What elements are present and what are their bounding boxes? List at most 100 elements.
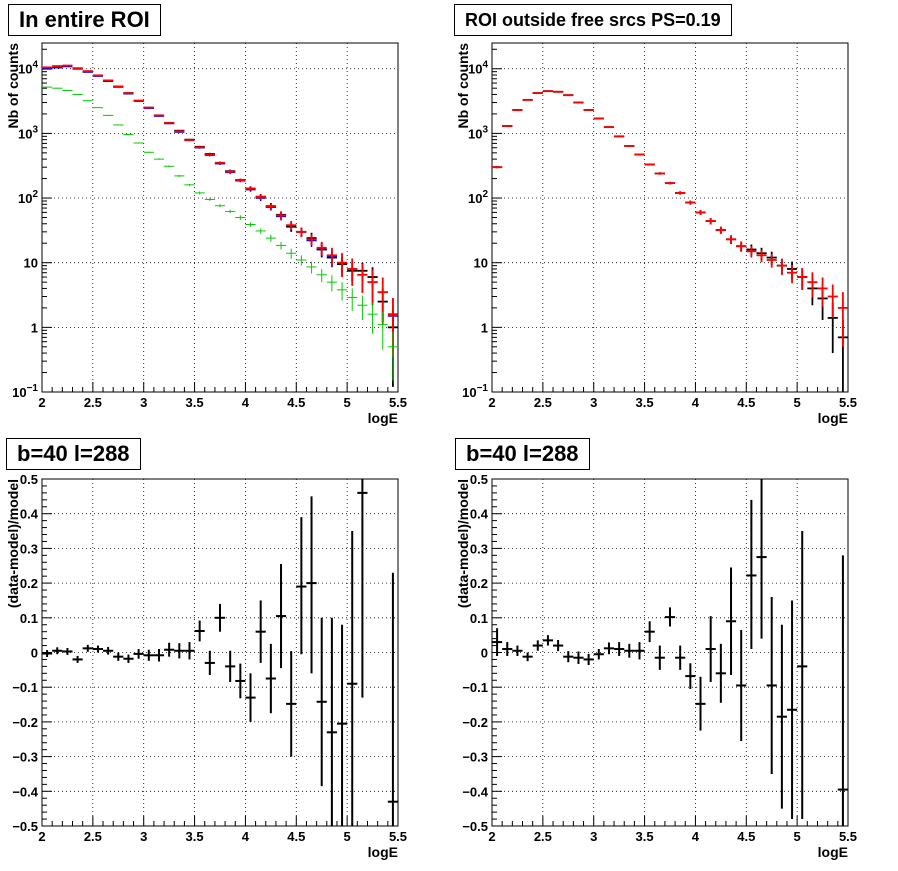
data-point <box>685 200 696 205</box>
data-point <box>347 258 358 286</box>
data-point <box>123 92 134 94</box>
x-tick-label: 5.5 <box>839 829 857 844</box>
data-point <box>225 650 236 682</box>
data-point <box>736 629 747 741</box>
x-tick-label: 3.5 <box>636 395 654 410</box>
data-point <box>357 295 368 320</box>
data-point <box>817 277 828 307</box>
y-tick-label: 0.3 <box>470 541 488 556</box>
x-tick-label: 4 <box>692 829 700 844</box>
data-point <box>336 624 348 826</box>
data-point <box>255 600 266 663</box>
data-point <box>164 165 175 168</box>
data-point <box>153 158 165 160</box>
data-point <box>275 211 287 220</box>
x-tick-label: 3 <box>590 829 597 844</box>
y-tick-label: 1 <box>481 320 488 335</box>
y-axis-title: (data-model)/model <box>5 479 21 608</box>
data-point <box>72 67 83 70</box>
data-point <box>123 654 134 663</box>
y-tick-label: −0.1 <box>462 680 488 695</box>
y-tick-label: 104 <box>468 60 488 77</box>
data-point <box>624 145 635 147</box>
data-point <box>52 66 63 69</box>
x-axis-title: logE <box>368 410 398 426</box>
data-point <box>184 183 195 186</box>
data-point <box>644 163 655 166</box>
plot-frame <box>41 42 399 393</box>
y-tick-label: 102 <box>468 189 488 206</box>
data-point <box>235 663 246 699</box>
data-point <box>387 572 398 826</box>
data-point <box>347 531 358 826</box>
data-point <box>797 531 808 820</box>
x-tick-label: 2 <box>38 829 45 844</box>
y-tick-label: 104 <box>18 60 38 77</box>
x-tick-label: 2 <box>488 395 495 410</box>
y-tick-label: −0.5 <box>12 819 38 834</box>
data-point <box>367 269 378 306</box>
x-tick-label: 5 <box>344 829 351 844</box>
data-point <box>42 650 53 658</box>
y-tick-label: 0 <box>31 646 38 661</box>
y-tick-label: 0.1 <box>470 611 488 626</box>
data-point <box>675 191 686 195</box>
y-axis-title: (data-model)/model <box>455 479 471 608</box>
data-point <box>143 106 154 109</box>
x-tick-label: 4 <box>242 829 250 844</box>
data-point <box>347 288 358 311</box>
data-point <box>133 99 144 102</box>
data-point <box>225 209 236 214</box>
y-tick-label: 102 <box>18 189 38 206</box>
data-point <box>492 166 503 169</box>
data-point <box>614 135 625 138</box>
data-point <box>92 645 104 653</box>
data-point <box>153 649 165 662</box>
data-point <box>235 215 246 220</box>
data-point <box>542 635 554 646</box>
data-point <box>593 117 604 120</box>
data-point <box>174 130 185 133</box>
data-point <box>583 109 594 111</box>
y-tick-label: −0.1 <box>12 680 38 695</box>
data-point <box>265 643 276 714</box>
y-tick-label: 0 <box>481 646 488 661</box>
x-tick-label: 5.5 <box>389 829 407 844</box>
x-tick-label: 3 <box>140 829 147 844</box>
data-point <box>522 652 533 662</box>
data-point <box>326 275 337 292</box>
y-axis-title: Nb of counts <box>455 43 471 129</box>
data-point <box>316 241 327 256</box>
y-tick-label: −0.2 <box>462 715 488 730</box>
data-point <box>194 620 205 642</box>
x-tick-label: 4.5 <box>737 395 755 410</box>
data-point <box>316 617 327 787</box>
data-point <box>664 607 676 627</box>
data-point <box>336 253 348 278</box>
data-point <box>807 272 818 298</box>
x-tick-label: 2 <box>488 829 495 844</box>
y-tick-label: −0.4 <box>462 784 488 799</box>
y-tick-label: 10 <box>474 256 488 271</box>
data-point <box>92 107 104 109</box>
data-point <box>705 616 716 682</box>
x-tick-label: 3.5 <box>186 395 204 410</box>
data-point <box>654 172 665 175</box>
data-point <box>756 249 767 263</box>
y-tick-label: 0.4 <box>20 507 39 522</box>
y-tick-label: −0.4 <box>12 784 38 799</box>
data-point <box>62 647 73 655</box>
data-point <box>275 564 287 669</box>
data-point <box>286 248 297 259</box>
plot-frame <box>41 478 399 827</box>
y-tick-label: 103 <box>18 124 38 141</box>
y-tick-label: −0.5 <box>462 819 488 834</box>
data-point <box>143 151 154 153</box>
series-1 <box>492 479 848 826</box>
series-1 <box>42 65 398 387</box>
data-point <box>593 649 604 660</box>
data-point <box>82 100 93 102</box>
data-point <box>603 126 615 129</box>
data-point <box>275 241 287 250</box>
data-point <box>133 142 144 144</box>
